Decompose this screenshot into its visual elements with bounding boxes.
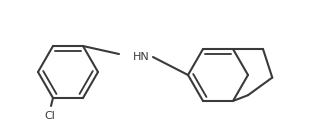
Text: HN: HN	[133, 52, 150, 62]
Text: Cl: Cl	[45, 111, 55, 121]
